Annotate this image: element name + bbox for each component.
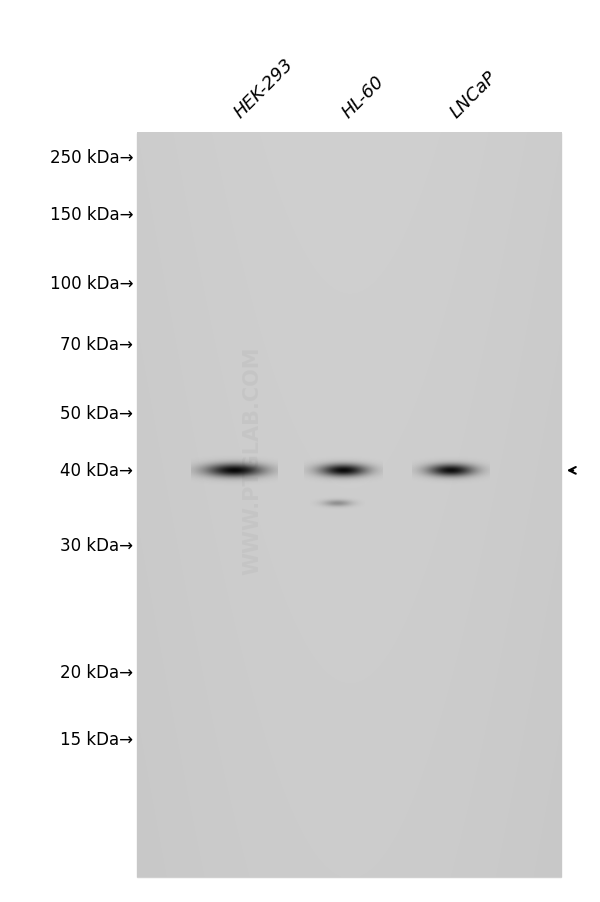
Bar bbox=[137, 133, 561, 877]
Text: 150 kDa→: 150 kDa→ bbox=[50, 206, 133, 224]
Text: 50 kDa→: 50 kDa→ bbox=[61, 404, 133, 422]
Text: WWW.PTGLAB.COM: WWW.PTGLAB.COM bbox=[242, 345, 262, 575]
Text: 250 kDa→: 250 kDa→ bbox=[50, 149, 133, 167]
Text: 30 kDa→: 30 kDa→ bbox=[60, 537, 133, 555]
Text: LNCaP: LNCaP bbox=[447, 68, 501, 122]
Text: 70 kDa→: 70 kDa→ bbox=[61, 336, 133, 354]
Text: 100 kDa→: 100 kDa→ bbox=[50, 275, 133, 293]
Text: HEK-293: HEK-293 bbox=[231, 55, 298, 122]
Text: 40 kDa→: 40 kDa→ bbox=[61, 462, 133, 480]
Text: 15 kDa→: 15 kDa→ bbox=[60, 731, 133, 749]
Text: 20 kDa→: 20 kDa→ bbox=[60, 663, 133, 681]
Text: HL-60: HL-60 bbox=[339, 72, 388, 122]
